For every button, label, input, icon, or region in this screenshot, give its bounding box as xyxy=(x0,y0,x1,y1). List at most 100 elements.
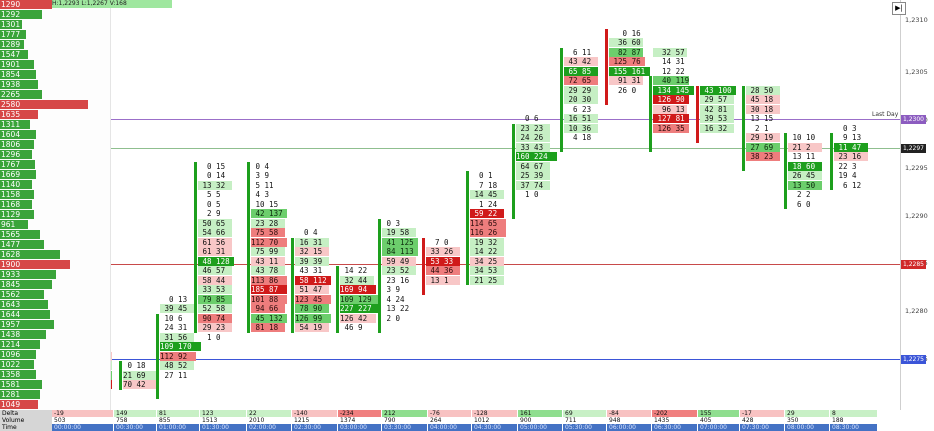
volume-profile-value: 1938 xyxy=(1,80,21,89)
footprint-cell: 70 42 xyxy=(123,380,157,389)
footprint-cell: 0 18 xyxy=(123,361,146,370)
volume-profile-bar xyxy=(0,170,36,179)
footprint-cell: 43 78 xyxy=(251,266,285,275)
volume-profile-value: 1635 xyxy=(1,110,21,119)
table-cell: 711 xyxy=(563,417,607,424)
table-cell: 05:00:00 xyxy=(518,424,563,431)
volume-profile-value: 1311 xyxy=(1,120,21,129)
footprint-cell: 20 30 xyxy=(564,95,598,104)
table-cell: 900 xyxy=(518,417,563,424)
volume-profile-value: 1158 xyxy=(1,190,21,199)
price-tick-label: 1,2305 xyxy=(905,68,928,76)
footprint-cell: 4 3 xyxy=(251,190,270,199)
footprint-cell: 112 70 xyxy=(251,237,287,247)
footprint-cell: 40 119 xyxy=(653,76,689,85)
candle-body xyxy=(336,266,339,333)
volume-profile-bar xyxy=(0,70,36,79)
volume-profile-bar xyxy=(0,310,50,319)
footprint-cell: 10 10 xyxy=(788,133,816,142)
table-cell: 2010 xyxy=(247,417,292,424)
volume-profile-value: 1129 xyxy=(1,210,21,219)
table-cell: 01:30:00 xyxy=(200,424,247,431)
volume-profile-bar xyxy=(0,110,38,119)
footprint-cell: 13 11 xyxy=(788,152,816,161)
table-cell: 212 xyxy=(382,410,428,417)
candle-body xyxy=(784,133,787,209)
volume-profile-value: 1565 xyxy=(1,230,21,239)
footprint-cell: 42 81 xyxy=(700,104,734,114)
table-cell: 1215 xyxy=(292,417,338,424)
footprint-cell: 1 0 xyxy=(516,190,539,199)
footprint-cell: 10 6 xyxy=(160,313,183,323)
volume-profile-bar xyxy=(0,350,36,359)
volume-profile-bar xyxy=(0,340,40,349)
table-cell: -202 xyxy=(652,410,698,417)
candle-body xyxy=(156,313,159,399)
volume-profile-bar xyxy=(0,100,88,109)
footprint-cell: 43 31 xyxy=(295,266,323,275)
scroll-to-end-button[interactable]: ▶| xyxy=(892,2,906,15)
volume-profile-value: 1900 xyxy=(1,260,21,269)
volume-profile-bar xyxy=(0,60,34,69)
volume-profile-bar xyxy=(0,380,42,389)
table-cell: 03:30:00 xyxy=(382,424,428,431)
price-tick-label: 1,2310 xyxy=(905,16,928,24)
candle-body xyxy=(742,85,745,171)
footprint-cell: 0 1 xyxy=(470,171,493,180)
footprint-cell: 0 14 xyxy=(198,171,226,180)
volume-profile-value: 1628 xyxy=(1,250,21,259)
footprint-cell: 59 22 xyxy=(470,209,504,218)
volume-profile-bar xyxy=(0,80,38,89)
footprint-cell: 81 18 xyxy=(251,323,285,332)
last-day-label: Last Day xyxy=(872,111,899,118)
footprint-cell: 185 87 xyxy=(251,285,287,294)
footprint-cell: 43 100 xyxy=(700,85,736,95)
footprint-cell: 13 32 xyxy=(198,180,232,190)
footprint-cell: 116 26 xyxy=(470,228,506,237)
table-cell: 04:00:00 xyxy=(428,424,472,431)
footprint-cell: 59 49 xyxy=(382,256,416,266)
footprint-cell: 16 51 xyxy=(564,114,598,123)
volume-profile-bar xyxy=(0,390,40,399)
volume-profile-value: 1290 xyxy=(1,0,21,9)
volume-profile-bar xyxy=(0,400,38,409)
table-cell: 855 xyxy=(157,417,200,424)
footprint-cell: 34 25 xyxy=(470,256,504,266)
footprint-cell: 23 23 xyxy=(516,123,550,133)
bar-statistics-table: Delta -19 149 81 123 22 -140 -234 212 -76 -128 161 6… xyxy=(0,410,934,431)
footprint-cell: 109 170 xyxy=(160,342,201,351)
footprint-cell: 126 90 xyxy=(653,95,689,104)
volume-profile-value: 1547 xyxy=(1,50,21,59)
table-cell: -84 xyxy=(607,410,652,417)
price-axis[interactable]: 1,2310 1,2305 1,2300 1,2295 1,2290 1,2285 1,22… xyxy=(900,0,934,410)
footprint-cell: 91 31 xyxy=(609,76,643,85)
volume-profile-value: 1777 xyxy=(1,30,21,39)
footprint-cell: 51 47 xyxy=(295,285,329,294)
footprint-cell: 126 99 xyxy=(295,313,331,323)
volume-profile-bar xyxy=(0,360,34,369)
footprint-cell: 11 47 xyxy=(834,142,868,152)
table-cell: 22 xyxy=(247,410,292,417)
footprint-cell: 29 29 xyxy=(564,85,598,95)
footprint-cell: 5 5 xyxy=(198,190,221,199)
footprint-cell: 19 32 xyxy=(470,237,504,247)
footprint-cell: 23 16 xyxy=(382,275,410,285)
footprint-cell: 34 53 xyxy=(470,266,504,275)
table-cell: 405 xyxy=(698,417,740,424)
volume-profile-bar xyxy=(0,30,26,39)
footprint-cell: 0 4 xyxy=(295,228,318,237)
volume-profile-bar xyxy=(0,290,44,299)
footprint-cell: 21 2 xyxy=(788,142,822,152)
table-cell: 1513 xyxy=(200,417,247,424)
footprint-cell: 126 42 xyxy=(340,313,376,323)
candle-body xyxy=(422,237,425,295)
red-level-price-tag: 1,2285 xyxy=(901,260,926,269)
volume-profile-bar xyxy=(0,240,44,249)
footprint-cell: 52 58 xyxy=(198,304,232,313)
volume-profile-value: 1049 xyxy=(1,400,21,409)
volume-profile-value: 1933 xyxy=(1,270,21,279)
footprint-cell: 127 81 xyxy=(653,114,689,123)
table-row: Time 00:00:00 00:30:00 01:00:00 01:30:00 02:0… xyxy=(0,424,934,431)
volume-profile-value: 1767 xyxy=(1,160,21,169)
